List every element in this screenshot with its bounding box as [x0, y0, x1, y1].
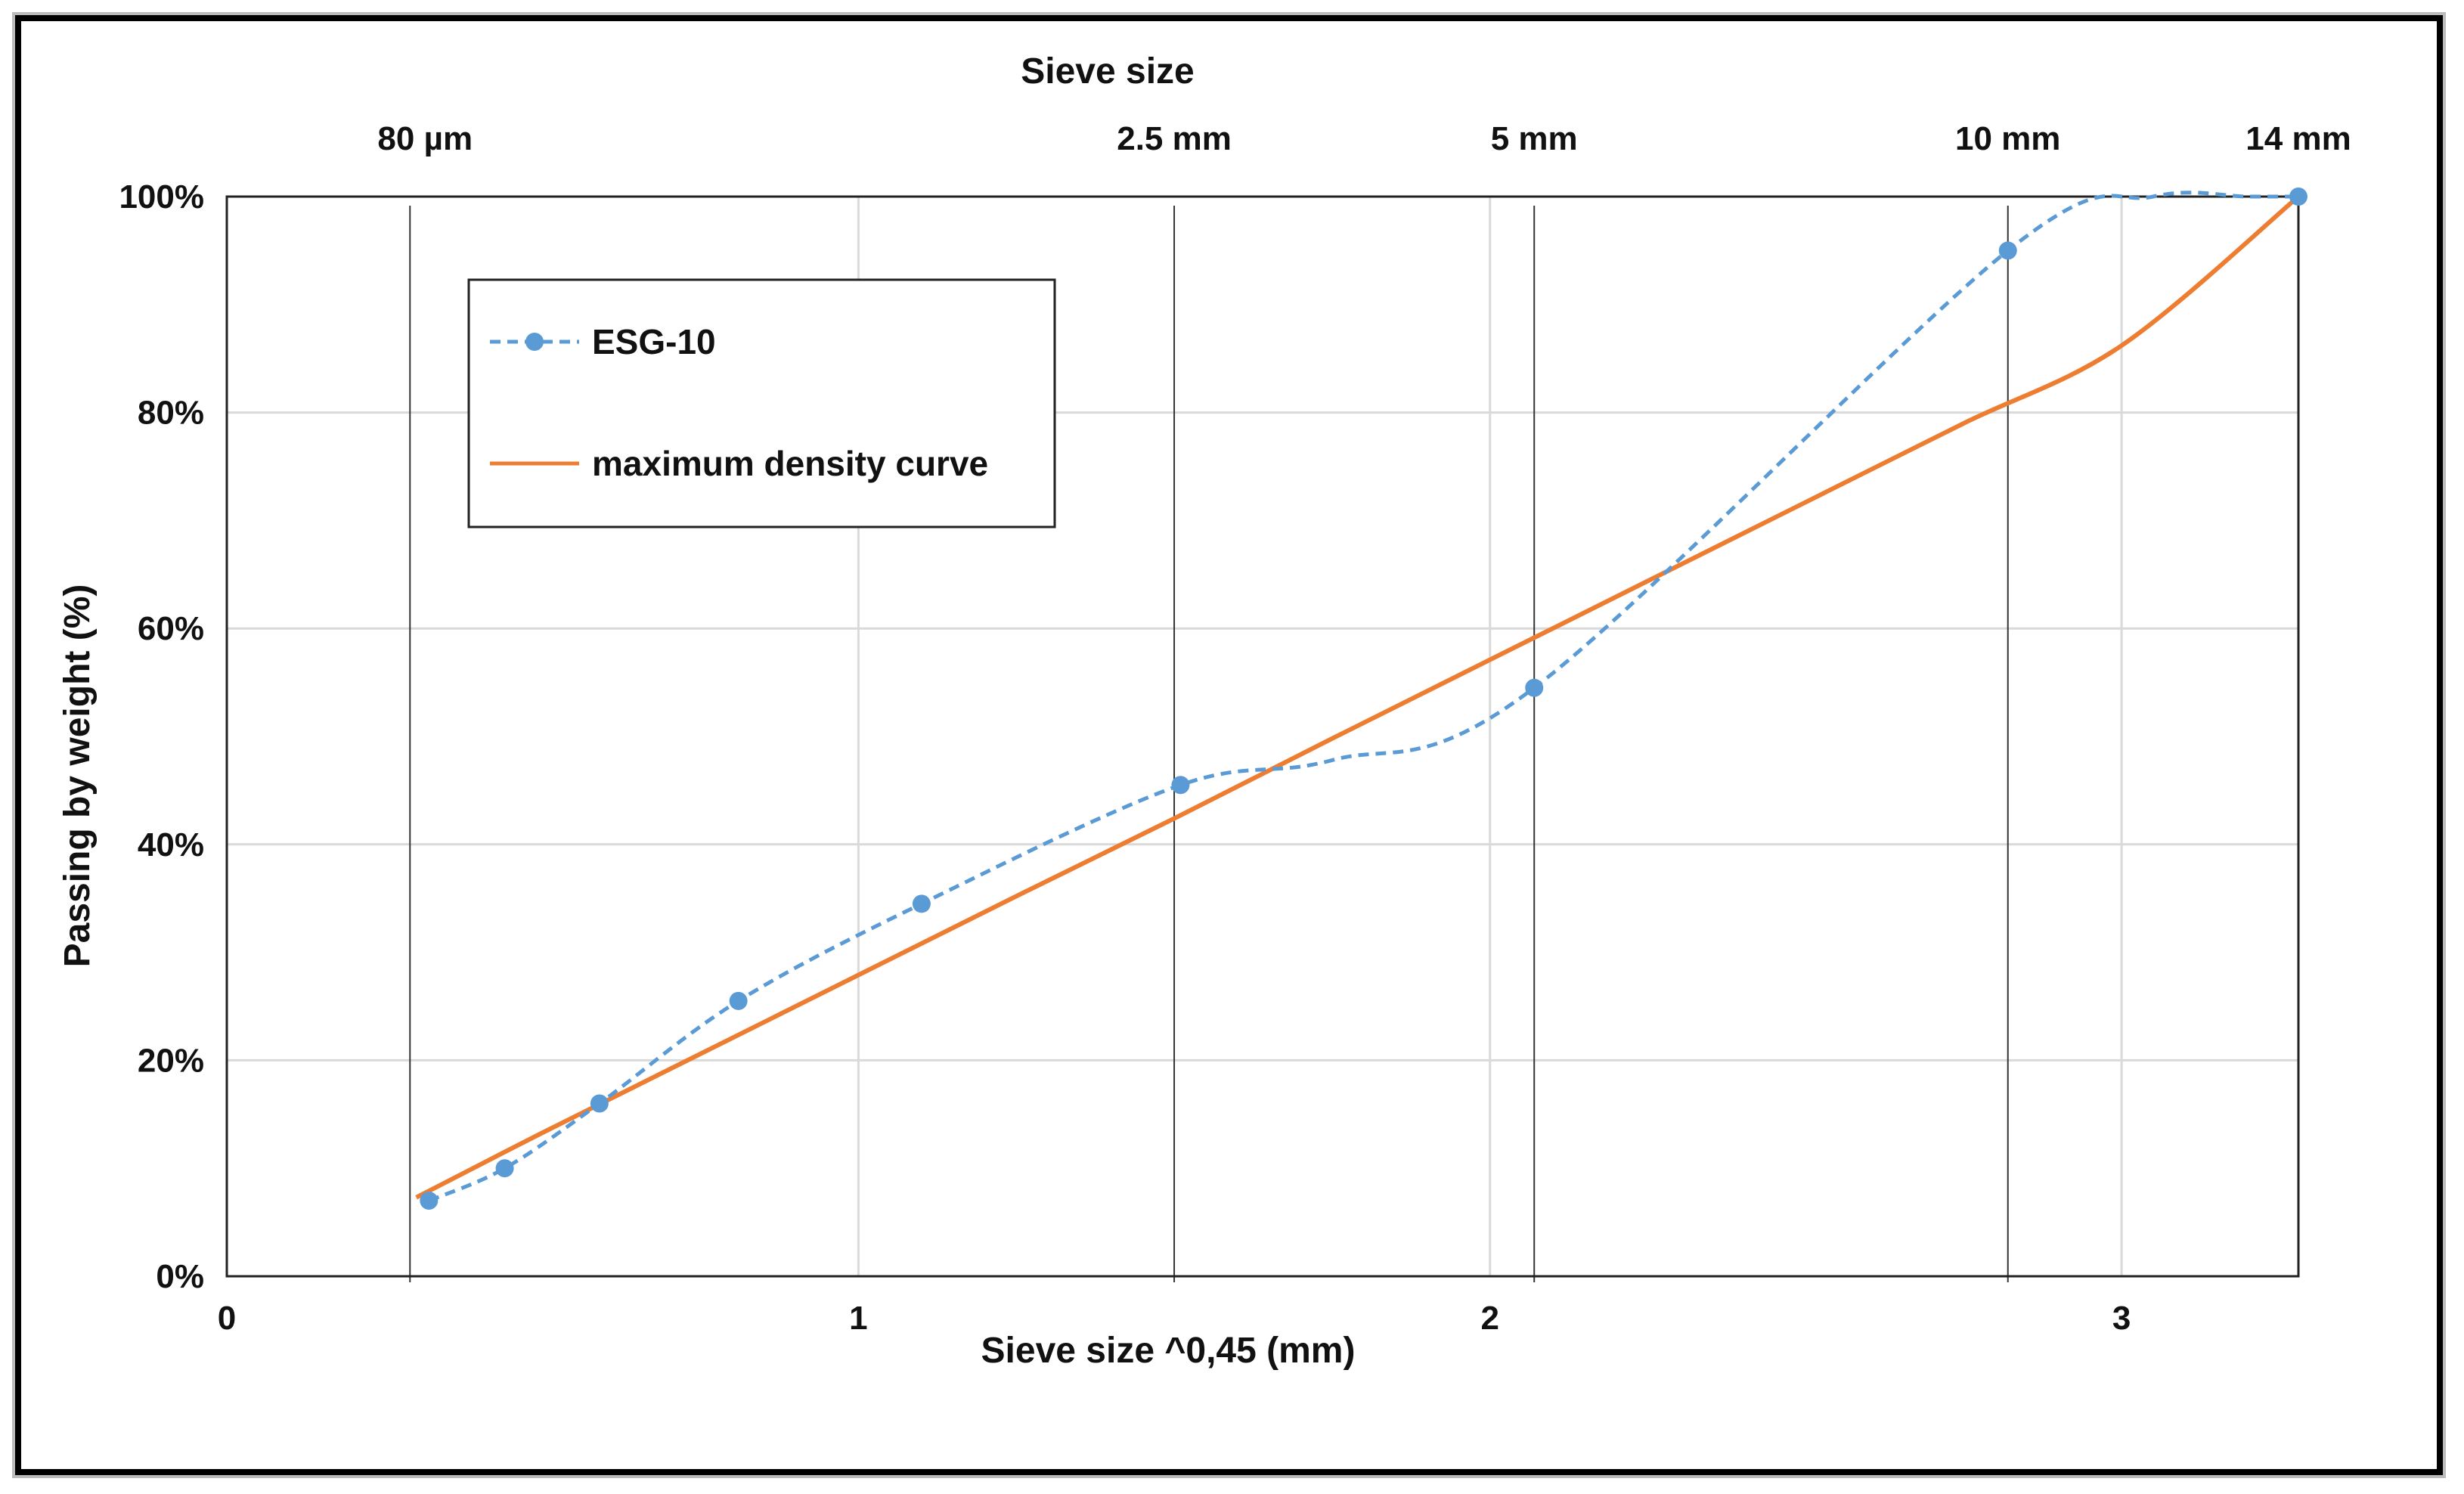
sieve-marker-label: 5 mm — [1491, 120, 1578, 157]
sieve-marker-label: 2.5 mm — [1117, 120, 1232, 157]
data-point-esg10 — [420, 1192, 439, 1210]
legend: ESG-10 maximum density curve — [467, 278, 1056, 528]
x-axis-title: Sieve size ^0,45 (mm) — [981, 1331, 1356, 1371]
y-tick-label: 60% — [138, 610, 204, 647]
y-tick-label: 0% — [156, 1258, 204, 1295]
data-point-esg10 — [590, 1094, 609, 1113]
data-point-esg10 — [729, 991, 748, 1010]
y-tick-label: 40% — [138, 826, 204, 863]
plot-border — [225, 195, 2300, 1278]
y-axis-title: Passing by weight (%) — [57, 584, 98, 968]
sieve-marker-label: 14 mm — [2245, 120, 2351, 157]
legend-marker-esg10 — [525, 333, 544, 351]
x-tick-label: 0 — [218, 1300, 236, 1337]
legend-label-esg10: ESG-10 — [592, 322, 716, 361]
y-tick-label: 80% — [138, 395, 204, 432]
y-tick-label: 100% — [119, 178, 204, 215]
top-axis-title: Sieve size — [1021, 51, 1195, 91]
sieve-marker-label: 80 µm — [377, 120, 473, 157]
sieve-marker-label: 10 mm — [1955, 120, 2060, 157]
data-point-esg10 — [495, 1159, 514, 1178]
data-point-esg10 — [1525, 678, 1544, 697]
chart: 80 µm 2.5 mm 5 mm 10 mm 14 mm 0% 20% 40% 60% 80%… — [57, 51, 2351, 1371]
x-tick-label: 3 — [2112, 1300, 2131, 1337]
data-point-esg10 — [2289, 188, 2307, 206]
data-point-esg10 — [912, 894, 931, 913]
y-tick-label: 20% — [138, 1042, 204, 1079]
chart-frame: 80 µm 2.5 mm 5 mm 10 mm 14 mm 0% 20% 40% 60% 80%… — [15, 15, 2443, 1475]
legend-label-max-density: maximum density curve — [592, 444, 988, 483]
x-tick-label: 2 — [1480, 1300, 1499, 1337]
series-line-max-density — [415, 194, 2300, 1200]
data-point-esg10 — [1171, 776, 1190, 795]
legend-box — [467, 278, 1056, 528]
data-point-esg10 — [1998, 241, 2017, 260]
x-tick-label: 1 — [849, 1300, 867, 1337]
